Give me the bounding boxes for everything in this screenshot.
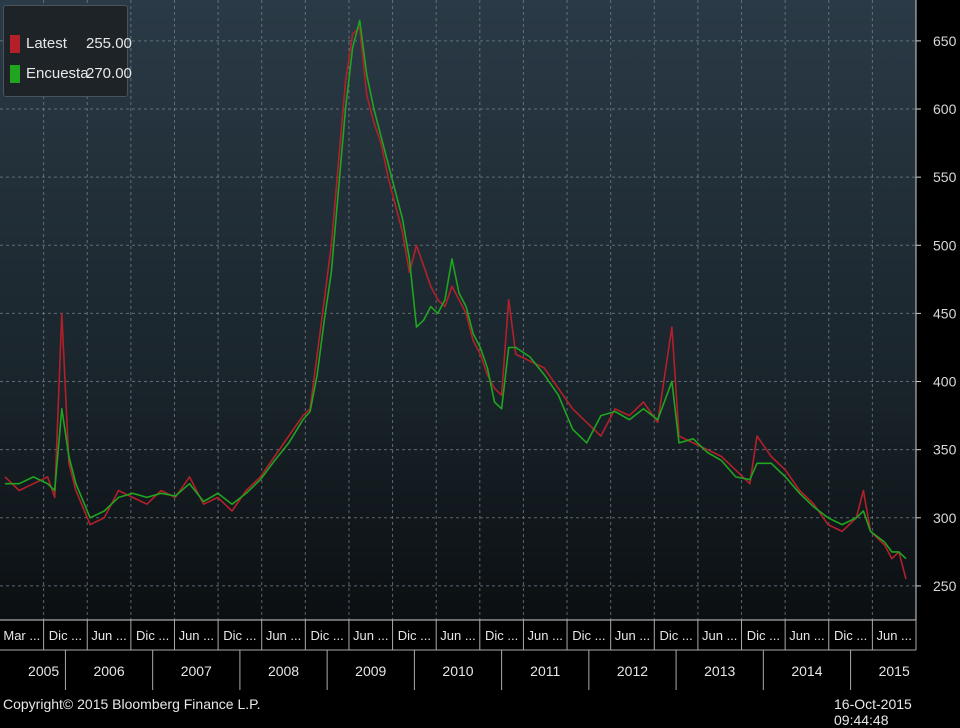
legend-value-latest: 255.00 — [86, 35, 132, 52]
x-month-label: Dic ... — [223, 628, 256, 643]
y-tick-label: 550 — [933, 169, 957, 185]
x-year-label: 2012 — [617, 663, 648, 679]
y-axis-panel — [916, 0, 960, 620]
y-tick-label: 600 — [933, 101, 957, 117]
x-year-label: 2007 — [181, 663, 212, 679]
legend-label-encuesta: Encuesta — [26, 65, 89, 82]
x-month-label: Dic ... — [398, 628, 431, 643]
x-month-label: Dic ... — [485, 628, 518, 643]
copyright-text: Copyright© 2015 Bloomberg Finance L.P. — [3, 696, 261, 712]
series-lines — [4, 19, 907, 580]
y-tick-label: 450 — [933, 305, 957, 321]
legend-swatch-encuesta — [10, 65, 20, 83]
footer: Copyright© 2015 Bloomberg Finance L.P. 1… — [0, 690, 960, 728]
x-month-label: Jun ... — [702, 628, 737, 643]
legend-value-encuesta: 270.00 — [86, 65, 132, 82]
x-month-label: Dic ... — [659, 628, 692, 643]
y-tick-label: 400 — [933, 374, 957, 390]
y-tick-label: 650 — [933, 33, 957, 49]
x-month-label: Jun ... — [789, 628, 824, 643]
x-month-label: Mar ... — [3, 628, 40, 643]
y-tick-label: 250 — [933, 578, 957, 594]
y-tick-label: 350 — [933, 442, 957, 458]
x-year-label: 2010 — [442, 663, 473, 679]
x-axis-ticks: Mar ... Dic ... Jun ... Dic ... Jun ... Dic .… — [0, 620, 917, 690]
x-month-label: Jun ... — [528, 628, 563, 643]
x-month-label: Jun ... — [615, 628, 650, 643]
legend-swatch-latest — [10, 35, 20, 53]
series-line-latest — [4, 26, 907, 580]
x-month-label: Jun ... — [266, 628, 301, 643]
x-month-label: Jun ... — [876, 628, 911, 643]
x-month-label: Dic ... — [747, 628, 780, 643]
y-axis-ticks: 250 300 350 400 450 500 550 600 650 — [916, 33, 957, 594]
y-tick-label: 500 — [933, 237, 957, 253]
x-year-label: 2006 — [93, 663, 124, 679]
x-year-label: 2015 — [879, 663, 910, 679]
y-tick-label: 300 — [933, 510, 957, 526]
x-year-label: 2014 — [791, 663, 822, 679]
x-month-label: Dic ... — [49, 628, 82, 643]
legend-label-latest: Latest — [26, 35, 67, 52]
x-month-label: Jun ... — [353, 628, 388, 643]
series-line-encuesta — [5, 19, 907, 560]
x-month-label: Dic ... — [311, 628, 344, 643]
x-year-label: 2005 — [28, 663, 59, 679]
x-month-label: Jun ... — [440, 628, 475, 643]
timestamp-text: 16-Oct-2015 09:44:48 — [834, 696, 912, 728]
price-chart: 250 300 350 400 450 500 550 600 650 Mar ... Dic .… — [0, 0, 960, 690]
x-month-label: Jun ... — [179, 628, 214, 643]
x-month-label: Dic ... — [136, 628, 169, 643]
x-month-label: Dic ... — [834, 628, 867, 643]
x-year-label: 2008 — [268, 663, 299, 679]
x-year-label: 2011 — [530, 663, 560, 679]
legend: Latest 255.00 Encuesta 270.00 — [3, 5, 132, 97]
x-year-label: 2009 — [355, 663, 386, 679]
plot-area — [0, 0, 916, 620]
x-month-label: Dic ... — [572, 628, 605, 643]
x-month-label: Jun ... — [91, 628, 126, 643]
x-year-label: 2013 — [704, 663, 735, 679]
